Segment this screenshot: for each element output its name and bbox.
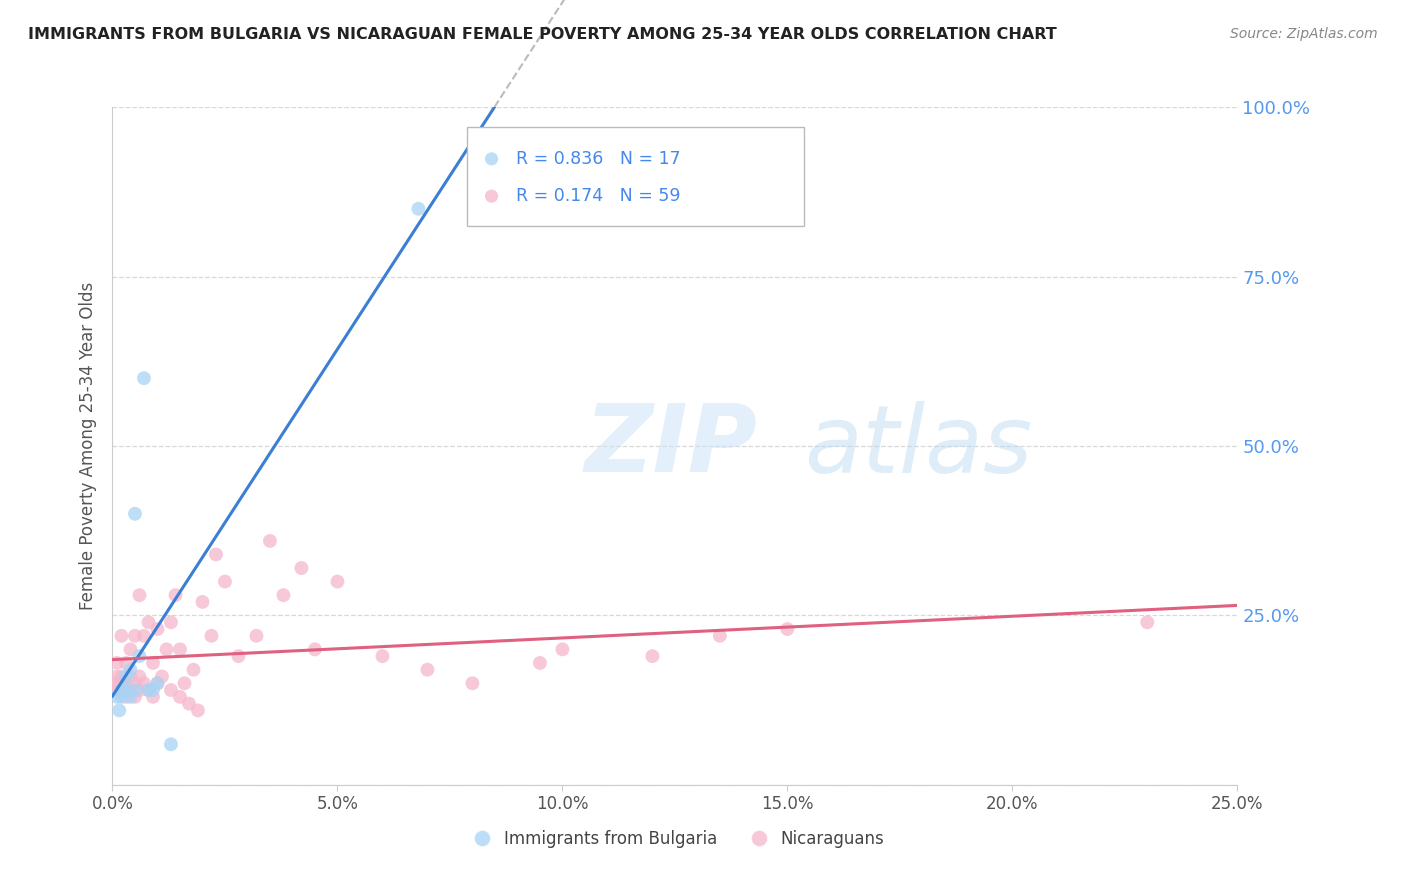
Nicaraguans (142, 656, 165, 670)
Nicaraguans (155, 642, 177, 657)
Nicaraguans (120, 642, 142, 657)
Nicaraguans (205, 548, 228, 562)
Immigrants from Bulgaria (110, 683, 132, 698)
Nicaraguans (371, 649, 394, 664)
Immigrants from Bulgaria (120, 663, 142, 677)
Nicaraguans (529, 656, 551, 670)
Nicaraguans (160, 683, 183, 698)
Nicaraguans (124, 676, 146, 690)
Nicaraguans (128, 669, 150, 683)
Nicaraguans (709, 629, 731, 643)
Text: IMMIGRANTS FROM BULGARIA VS NICARAGUAN FEMALE POVERTY AMONG 25-34 YEAR OLDS CORR: IMMIGRANTS FROM BULGARIA VS NICARAGUAN F… (28, 27, 1057, 42)
Nicaraguans (150, 669, 173, 683)
Text: ZIP: ZIP (585, 400, 758, 492)
Immigrants from Bulgaria (115, 683, 138, 698)
Nicaraguans (416, 663, 439, 677)
Text: R = 0.836   N = 17: R = 0.836 N = 17 (516, 150, 681, 168)
Nicaraguans (200, 629, 222, 643)
Nicaraguans (110, 676, 132, 690)
Nicaraguans (245, 629, 267, 643)
Immigrants from Bulgaria (124, 683, 146, 698)
FancyBboxPatch shape (467, 128, 804, 226)
Nicaraguans (142, 690, 165, 704)
Immigrants from Bulgaria (138, 683, 160, 698)
Nicaraguans (183, 663, 205, 677)
Nicaraguans (146, 622, 169, 636)
Immigrants from Bulgaria (128, 649, 150, 664)
Text: Source: ZipAtlas.com: Source: ZipAtlas.com (1230, 27, 1378, 41)
Text: R = 0.174   N = 59: R = 0.174 N = 59 (516, 187, 681, 205)
Nicaraguans (304, 642, 326, 657)
Nicaraguans (1136, 615, 1159, 630)
Nicaraguans (110, 683, 132, 698)
Nicaraguans (120, 683, 142, 698)
Immigrants from Bulgaria (408, 202, 430, 216)
Immigrants from Bulgaria (108, 703, 131, 717)
Nicaraguans (110, 629, 132, 643)
Nicaraguans (128, 683, 150, 698)
Nicaraguans (273, 588, 295, 602)
Nicaraguans (228, 649, 250, 664)
Nicaraguans (132, 629, 155, 643)
Immigrants from Bulgaria (146, 676, 169, 690)
Nicaraguans (120, 669, 142, 683)
Nicaraguans (259, 533, 281, 548)
Nicaraguans (105, 676, 128, 690)
Nicaraguans (124, 690, 146, 704)
Nicaraguans (187, 703, 209, 717)
Nicaraguans (110, 669, 132, 683)
Immigrants from Bulgaria (115, 669, 138, 683)
Nicaraguans (138, 615, 160, 630)
Nicaraguans (214, 574, 236, 589)
Nicaraguans (169, 690, 191, 704)
Nicaraguans (461, 676, 484, 690)
Nicaraguans (146, 676, 169, 690)
Text: atlas: atlas (804, 401, 1032, 491)
Nicaraguans (173, 676, 195, 690)
Legend: Immigrants from Bulgaria, Nicaraguans: Immigrants from Bulgaria, Nicaraguans (458, 823, 891, 855)
Nicaraguans (169, 642, 191, 657)
Nicaraguans (177, 697, 200, 711)
Nicaraguans (132, 676, 155, 690)
Nicaraguans (128, 588, 150, 602)
Nicaraguans (115, 656, 138, 670)
Nicaraguans (124, 629, 146, 643)
Immigrants from Bulgaria (120, 690, 142, 704)
Nicaraguans (105, 656, 128, 670)
Nicaraguans (160, 615, 183, 630)
Nicaraguans (105, 683, 128, 698)
Nicaraguans (551, 642, 574, 657)
Nicaraguans (138, 683, 160, 698)
Nicaraguans (115, 676, 138, 690)
Immigrants from Bulgaria (160, 737, 183, 751)
Nicaraguans (776, 622, 799, 636)
Immigrants from Bulgaria (124, 507, 146, 521)
Nicaraguans (641, 649, 664, 664)
Nicaraguans (115, 690, 138, 704)
Y-axis label: Female Poverty Among 25-34 Year Olds: Female Poverty Among 25-34 Year Olds (79, 282, 97, 610)
Nicaraguans (191, 595, 214, 609)
Nicaraguans (105, 669, 128, 683)
Immigrants from Bulgaria (105, 690, 128, 704)
Nicaraguans (326, 574, 349, 589)
Nicaraguans (165, 588, 187, 602)
Immigrants from Bulgaria (132, 371, 155, 385)
Nicaraguans (290, 561, 312, 575)
Immigrants from Bulgaria (110, 690, 132, 704)
Immigrants from Bulgaria (142, 683, 165, 698)
